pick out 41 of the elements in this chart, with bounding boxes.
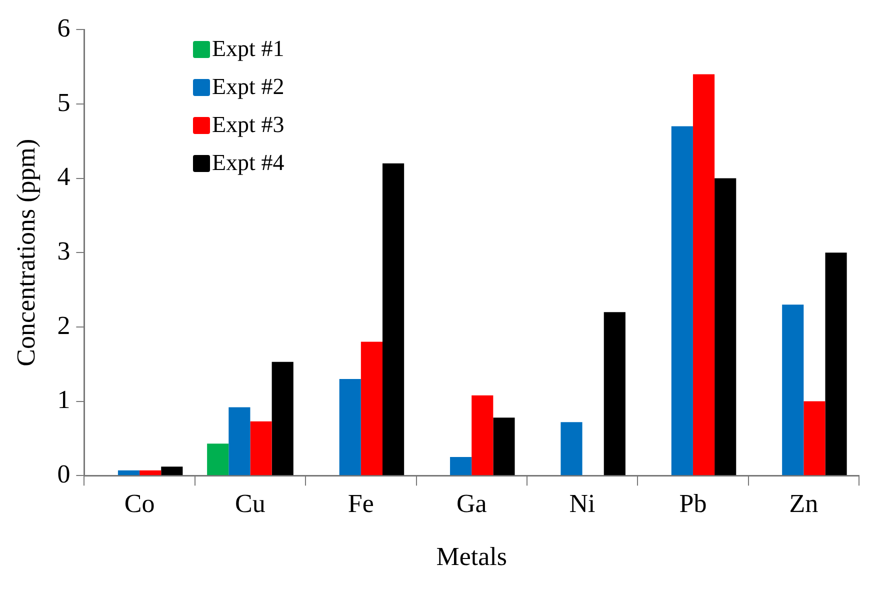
bar: [450, 457, 472, 476]
bar: [207, 444, 229, 476]
y-tick-label: 2: [57, 310, 70, 340]
y-tick-label: 0: [57, 459, 70, 488]
bar: [560, 422, 582, 476]
x-tick-label: Co: [124, 489, 155, 518]
legend-label: Expt #3: [212, 112, 284, 138]
y-tick-label: 5: [57, 88, 70, 117]
bar: [140, 470, 162, 476]
x-tick-label: Ga: [456, 489, 488, 518]
bar: [272, 362, 294, 476]
y-tick-label: 3: [57, 236, 70, 266]
bar: [360, 342, 382, 476]
bar: [604, 312, 626, 476]
bar: [382, 163, 404, 476]
bar: [671, 126, 693, 476]
bar: [339, 378, 361, 476]
x-tick-label: Cu: [235, 489, 266, 518]
bar: [692, 74, 715, 476]
x-tick-label: Zn: [789, 489, 818, 518]
bar: [493, 418, 515, 476]
y-tick-label: 4: [57, 162, 70, 192]
bar: [228, 407, 250, 476]
bar: [161, 466, 183, 476]
bar: [250, 421, 272, 476]
bar: [825, 252, 847, 476]
legend-label: Expt #1: [212, 36, 284, 62]
bar: [472, 395, 494, 476]
y-tick-label: 1: [57, 385, 70, 414]
y-axis-title: Concentrations (ppm): [11, 138, 40, 366]
legend-label: Expt #4: [212, 150, 284, 176]
legend-label: Expt #2: [212, 74, 284, 100]
x-tick-label: Fe: [348, 489, 374, 518]
bar: [804, 401, 826, 476]
x-axis-title: Metals: [436, 542, 507, 572]
y-tick-label: 6: [57, 13, 70, 42]
bar: [118, 470, 140, 476]
bar: [714, 178, 736, 476]
x-tick-label: Pb: [679, 489, 707, 518]
bar: [782, 304, 804, 476]
x-tick-label: Ni: [569, 489, 596, 518]
